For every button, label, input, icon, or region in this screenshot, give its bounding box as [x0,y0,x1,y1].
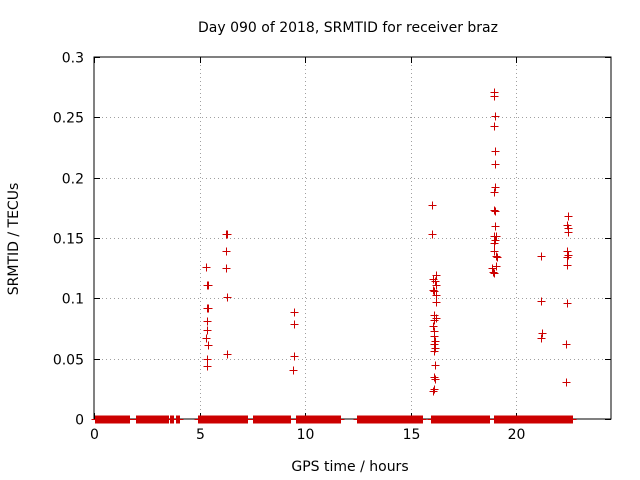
data-point [563,299,572,308]
data-point [223,350,232,359]
data-point [431,375,440,384]
y-tick-label: 0.05 [53,353,84,369]
data-point [492,262,501,271]
data-point [203,317,212,326]
y-tick-label: 0.1 [62,292,84,308]
data-points [91,88,577,424]
data-point [429,322,438,331]
data-point [432,298,441,307]
data-point [204,341,213,350]
data-point [203,362,212,371]
data-point [490,92,499,101]
data-point [223,230,232,239]
data-point [203,355,212,364]
data-point [490,239,499,248]
x-tick-label: 5 [196,427,205,443]
data-point [562,340,571,349]
data-point [563,261,572,270]
data-point [430,287,439,296]
data-point [564,228,573,237]
data-point [490,206,499,215]
data-point [491,160,500,169]
data-point [203,326,212,335]
data-point [491,147,500,156]
data-point [491,183,500,192]
data-point [537,252,546,261]
data-point [202,334,211,343]
y-tick-label: 0.25 [53,111,84,127]
data-point [564,212,573,221]
plot-frame [93,56,612,420]
data-point [336,415,345,424]
data-point [492,252,501,261]
data-point [491,112,500,121]
data-point [490,269,499,278]
data-point [290,308,299,317]
data-point [432,281,441,290]
x-axis-label: GPS time / hours [291,459,408,475]
data-point [222,264,231,273]
data-point [491,222,500,231]
x-tick-label: 10 [297,427,315,443]
data-point [430,340,439,349]
data-point [430,373,439,382]
data-point [564,251,573,260]
y-tick-label: 0.15 [53,232,84,248]
data-point [289,366,298,375]
x-tick-label: 15 [403,427,421,443]
y-axis-ticks: 0 0.05 0.1 0.15 0.2 0.25 0.3 [53,51,611,429]
y-tick-label: 0 [75,413,84,429]
data-point [125,415,134,424]
data-point [429,275,438,284]
data-point [223,293,232,302]
x-tick-label: 0 [90,427,99,443]
data-point [202,263,211,272]
data-point [490,122,499,131]
x-tick-label: 20 [508,427,526,443]
data-point [490,247,499,256]
data-point [538,329,547,338]
grid-lines [94,57,611,419]
data-point [430,316,439,325]
y-tick-label: 0.3 [62,51,84,67]
data-point [491,207,500,216]
data-point [418,415,427,424]
data-point [563,253,572,262]
data-point [430,332,439,341]
y-axis-label: SRMTID / TECUs [6,183,22,296]
data-point [204,304,213,313]
data-point [428,230,437,239]
data-point [429,286,438,295]
data-point [488,264,497,273]
data-point [492,232,501,241]
data-point [493,253,502,262]
data-point [430,347,439,356]
data-point [290,320,299,329]
data-point [432,314,441,323]
chart-title: Day 090 of 2018, SRMTID for receiver bra… [198,20,498,36]
data-point [537,334,546,343]
data-point [222,247,231,256]
data-point [490,188,499,197]
data-point [429,387,438,396]
y-tick-label: 0.2 [62,172,84,188]
data-point [562,378,571,387]
data-point [430,385,439,394]
data-point [537,297,546,306]
data-point [175,415,184,424]
data-point [428,201,437,210]
data-point [568,415,577,424]
data-point [431,361,440,370]
data-point [489,268,498,277]
x-axis-ticks: 0 5 10 15 20 [90,57,525,443]
data-point [204,281,213,290]
data-point [432,291,441,300]
data-point [290,352,299,361]
data-point [431,277,440,286]
